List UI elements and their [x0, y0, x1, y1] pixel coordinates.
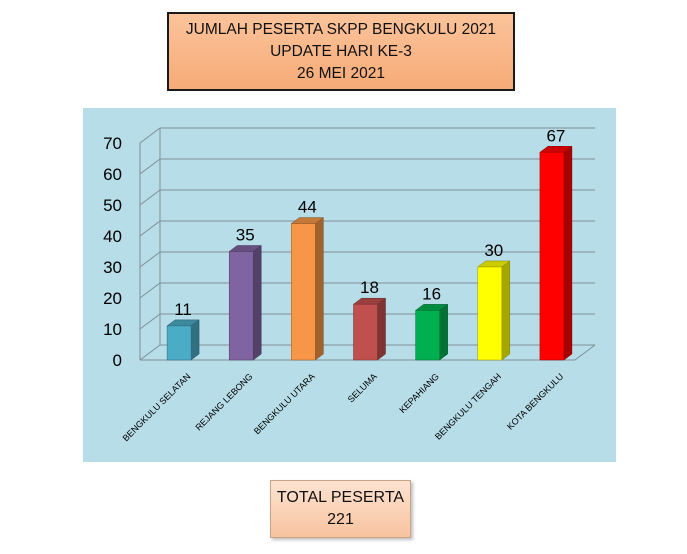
x-tick-label: BENGKULU SELATAN	[121, 371, 193, 443]
data-label: 16	[422, 284, 441, 303]
y-tick-label: 40	[103, 227, 122, 246]
bar	[353, 303, 378, 361]
gridline-side	[139, 158, 161, 175]
x-tick-label: BENGKULU UTARA	[252, 371, 317, 436]
x-tick-label: KOTA BENGKULU	[505, 371, 565, 431]
x-tick-label: BENGKULU TENGAH	[433, 371, 503, 441]
total-label: TOTAL PESERTA	[276, 489, 405, 506]
bar	[477, 266, 503, 361]
y-tick-label: 50	[103, 196, 122, 215]
title-line-3: 26 MEI 2021	[297, 64, 385, 82]
bar-side	[315, 217, 324, 361]
y-tick-label: 30	[103, 258, 122, 277]
y-tick-label: 70	[103, 134, 122, 153]
chart-plot-background	[83, 108, 616, 462]
total-value: 221	[327, 511, 354, 528]
gridline-side	[139, 344, 161, 361]
gridline-side	[139, 127, 161, 144]
gridline-side	[139, 220, 161, 237]
y-tick-label: 0	[113, 351, 122, 370]
y-tick-label: 20	[103, 289, 122, 308]
data-label: 67	[546, 126, 565, 145]
gridline-side	[139, 313, 161, 330]
y-tick-label: 60	[103, 165, 122, 184]
gridline-side	[139, 282, 161, 299]
title-line-2: UPDATE HARI KE-3	[270, 42, 412, 60]
bar-side	[563, 145, 573, 361]
bar	[291, 223, 316, 361]
title-line-1: JUMLAH PESERTA SKPP BENGKULU 2021	[185, 20, 497, 38]
bar-side	[439, 303, 448, 361]
data-label: 11	[174, 300, 192, 319]
bar	[539, 152, 565, 361]
bar-side	[501, 260, 511, 361]
bar	[228, 251, 254, 361]
data-label: 30	[484, 241, 503, 260]
total-box: TOTAL PESERTA 221	[270, 480, 411, 538]
bar	[166, 325, 192, 361]
bar-side	[190, 319, 200, 361]
bar	[415, 310, 440, 361]
x-tick-label: REJANG LEBONG	[193, 371, 254, 432]
data-label: 35	[236, 226, 255, 245]
data-label: 44	[298, 198, 317, 217]
chart-title-box: JUMLAH PESERTA SKPP BENGKULU 2021 UPDATE…	[167, 12, 515, 91]
floor-right-edge	[574, 344, 596, 361]
y-tick-label: 10	[103, 320, 122, 339]
x-tick-label: KEPAHIANG	[397, 371, 441, 415]
gridline-side	[139, 189, 161, 206]
bar-side	[252, 245, 262, 361]
gridline-side	[139, 251, 161, 268]
x-tick-label: SELUMA	[346, 371, 379, 404]
bar-side	[377, 297, 386, 361]
data-label: 18	[360, 278, 379, 297]
